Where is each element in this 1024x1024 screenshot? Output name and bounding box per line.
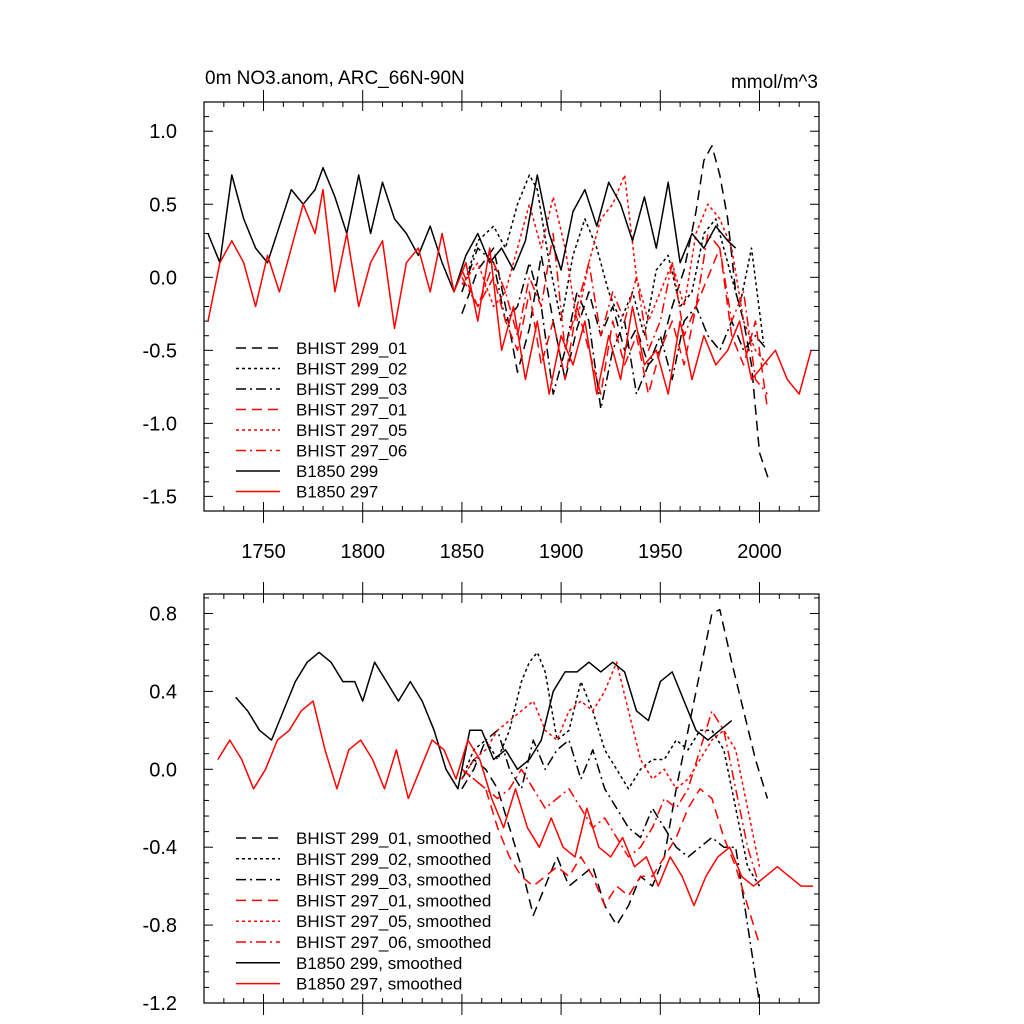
y-tick-label: 1.0	[149, 121, 177, 143]
series-line	[461, 247, 768, 410]
y-tick-label: -1.5	[143, 486, 177, 508]
y-tick-label: 0.4	[149, 681, 177, 703]
series-line	[461, 608, 769, 926]
y-tick-label: -0.5	[143, 340, 177, 362]
series-line	[461, 661, 761, 867]
series-line	[461, 174, 765, 344]
y-tick-label: -1.2	[143, 993, 177, 1015]
x-tick-label: 1900	[539, 541, 584, 563]
x-tick-label: 1850	[440, 541, 485, 563]
legend-label: BHIST 297_06	[296, 442, 407, 461]
legend-label: BHIST 299_02	[296, 360, 407, 379]
legend-label: BHIST 297_05	[296, 421, 407, 440]
x-tick-label: 1950	[638, 541, 683, 563]
upper-panel: 1.0 0.5 0.0 -0.5 -1.0 -1.5 1750 1800 1850 1900 195…	[143, 90, 820, 563]
legend-label: BHIST 299_02, smoothed	[296, 850, 491, 869]
legend-label: BHIST 297_05, smoothed	[296, 912, 491, 931]
x-tick-label: 2000	[737, 541, 782, 563]
series-line	[461, 232, 768, 395]
legend-label: BHIST 299_01	[296, 339, 407, 358]
y-tick-label: -0.8	[143, 915, 177, 937]
series-line	[461, 174, 768, 366]
series-line	[461, 768, 761, 945]
legend-label: B1850 299, smoothed	[296, 954, 462, 973]
series-group	[217, 608, 813, 1003]
legend-label: BHIST 297_01, smoothed	[296, 891, 491, 910]
series-line	[461, 145, 771, 483]
series-line	[461, 710, 761, 887]
series-line	[461, 247, 769, 409]
y-tick-label: 0.8	[149, 603, 177, 625]
series-line	[461, 651, 761, 887]
legend-label: BHIST 297_06, smoothed	[296, 933, 491, 952]
x-tick-label: 1750	[241, 541, 286, 563]
legend: BHIST 299_01, smoothed BHIST 299_02, smoo…	[236, 829, 491, 994]
series-line	[235, 651, 733, 790]
plot-frame	[203, 593, 820, 1004]
series-line	[461, 729, 761, 1003]
legend-label: B1850 299	[296, 462, 378, 481]
legend-label: BHIST 299_01, smoothed	[296, 829, 491, 848]
legend-label: B1850 297	[296, 483, 378, 502]
lower-panel: 0.8 0.4 0.0 -0.4 -0.8 -1.2 BHIST 299_01, smoot…	[143, 582, 820, 1015]
plot-title: 0m NO3.anom, ARC_66N-90N	[205, 68, 465, 89]
legend-label: BHIST 299_03, smoothed	[296, 871, 491, 890]
series-line	[207, 188, 812, 395]
y-tick-label: -1.0	[143, 413, 177, 435]
y-tick-label: 0.5	[149, 194, 177, 216]
legend-label: BHIST 299_03	[296, 380, 407, 399]
legend-label: BHIST 297_01	[296, 401, 407, 420]
legend-label: B1850 297, smoothed	[296, 975, 462, 994]
units-label: mmol/m^3	[731, 72, 818, 93]
y-tick-label: 0.0	[149, 759, 177, 781]
series-line	[217, 700, 813, 907]
y-tick-label: -0.4	[143, 837, 177, 859]
series-line	[207, 166, 737, 293]
series-group	[207, 145, 812, 483]
y-tick-label: 0.0	[149, 267, 177, 289]
x-tick-label: 1800	[340, 541, 385, 563]
